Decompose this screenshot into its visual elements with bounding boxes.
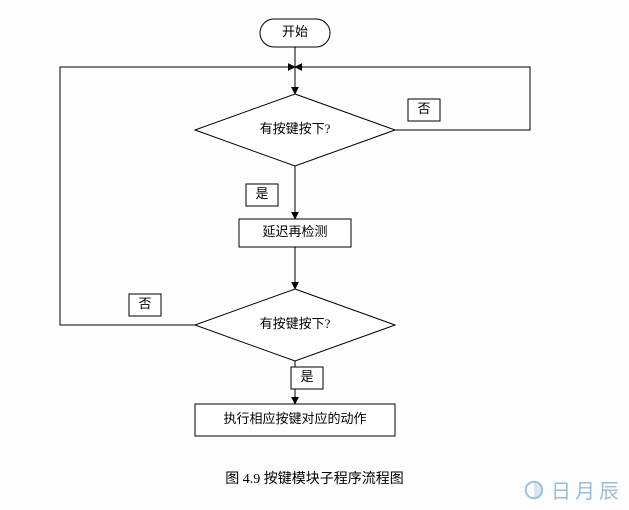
svg-text:是: 是 [255,186,268,201]
svg-text:是: 是 [300,369,313,384]
svg-text:开始: 开始 [282,24,308,39]
svg-text:执行相应按键对应的动作: 执行相应按键对应的动作 [223,411,366,426]
svg-text:有按键按下?: 有按键按下? [260,121,331,136]
svg-text:延迟再检测: 延迟再检测 [262,224,327,239]
sun-moon-icon [523,479,545,501]
watermark: 日月辰 [523,475,623,504]
svg-text:否: 否 [138,296,151,311]
flowchart-svg: 开始有按键按下?是延迟再检测有按键按下?是执行相应按键对应的动作 否否 [0,0,629,510]
svg-text:否: 否 [417,101,430,116]
svg-text:有按键按下?: 有按键按下? [260,316,331,331]
watermark-text: 日月辰 [551,475,623,504]
